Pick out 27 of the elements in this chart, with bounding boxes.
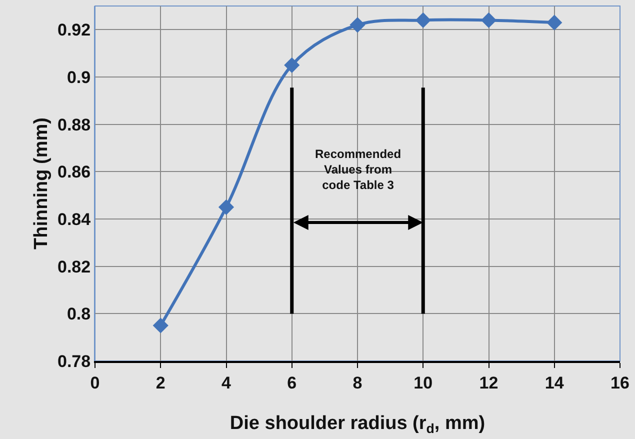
x-tick-label: 12 bbox=[479, 373, 498, 392]
y-axis-title: Thinning (mm) bbox=[31, 118, 52, 250]
x-tick-label: 16 bbox=[610, 373, 630, 392]
x-tick-label: 4 bbox=[222, 373, 232, 392]
point bbox=[415, 12, 431, 28]
y-tick-label: 0.84 bbox=[58, 210, 92, 229]
y-tick-label: 0.88 bbox=[58, 115, 91, 134]
y-tick-label: 0.82 bbox=[58, 257, 91, 276]
x-tick-label: 0 bbox=[90, 373, 100, 392]
x-tick-label: 10 bbox=[414, 373, 433, 392]
point bbox=[284, 57, 300, 73]
y-tick-label: 0.8 bbox=[66, 304, 91, 324]
y-tick-label: 0.86 bbox=[58, 162, 91, 182]
point bbox=[152, 318, 168, 334]
point bbox=[218, 199, 234, 215]
x-tick-label: 14 bbox=[544, 373, 564, 392]
y-tick-label: 0.78 bbox=[58, 352, 91, 371]
annotation: Recommended Values from code Table 3 bbox=[315, 147, 402, 192]
point bbox=[350, 17, 366, 33]
x-tick-label: 8 bbox=[352, 373, 362, 392]
x-tick-label: 2 bbox=[156, 373, 166, 392]
x-tick-label: 6 bbox=[287, 373, 297, 392]
y-tick-label: 0.9 bbox=[66, 68, 91, 87]
point bbox=[480, 12, 497, 28]
x-axis-title: Die shoulder radius (r$_{d}$, mm) bbox=[230, 413, 486, 436]
point bbox=[546, 14, 562, 30]
y-tick-label: 0.92 bbox=[58, 20, 91, 40]
